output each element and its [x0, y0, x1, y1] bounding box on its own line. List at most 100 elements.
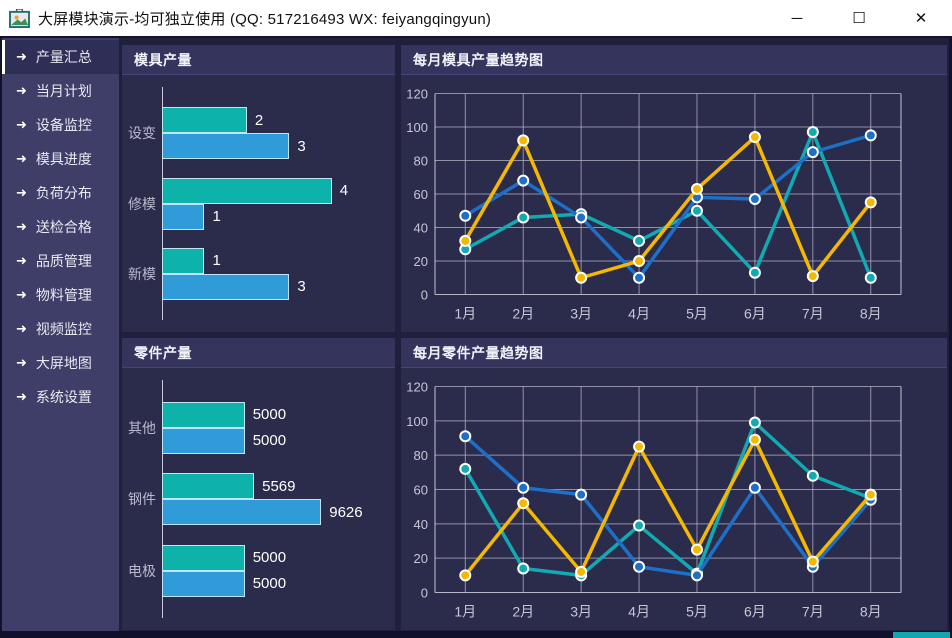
data-point-marker [748, 481, 761, 494]
data-point-marker [575, 211, 588, 224]
category-label: 其他 [128, 419, 156, 436]
bar-teal [162, 544, 245, 571]
y-tick-label: 40 [414, 221, 428, 236]
bar-teal [162, 401, 245, 428]
x-tick-label: 3月 [570, 306, 592, 322]
mold-bar-chart: 设变 2 3 修模 4 1 新模 1 3 [122, 75, 395, 332]
data-point-marker [690, 204, 703, 217]
y-tick-label: 100 [406, 414, 428, 429]
x-tick-label: 6月 [744, 604, 766, 620]
x-tick-label: 2月 [512, 604, 534, 620]
category-label: 设变 [128, 125, 156, 142]
arrow-icon: ➜ [16, 287, 27, 302]
x-tick-label: 5月 [686, 306, 708, 322]
data-point-marker [748, 416, 761, 429]
data-point-marker [575, 271, 588, 284]
bar-blue [162, 273, 290, 300]
bar-teal [162, 177, 332, 204]
x-tick-label: 7月 [802, 604, 824, 620]
line-chart-canvas: 0 20 40 60 80 100 120 1月 2月 3月 4月 5月 6月 7月 8月 [406, 380, 902, 620]
sidebar-item-6[interactable]: ➜ 送检合格 [2, 210, 119, 244]
sidebar-item-11[interactable]: ➜ 系统设置 [2, 380, 119, 414]
y-tick-label: 40 [414, 517, 428, 532]
data-point-marker [864, 271, 877, 284]
data-point-marker [459, 234, 472, 247]
data-point-marker [633, 560, 646, 573]
sidebar-item-4[interactable]: ➜ 模具进度 [2, 142, 119, 176]
category-label: 修模 [128, 195, 156, 212]
sidebar-item-label: 产量汇总 [35, 49, 92, 65]
panel-mold-trend: 每月模具产量趋势图 0 20 40 60 80 100 120 1月 2月 3月 4月 5月 6月 7月 8… [401, 45, 947, 332]
y-tick-label: 120 [406, 87, 428, 102]
arrow-icon: ➜ [16, 83, 27, 98]
data-point-marker [517, 562, 530, 575]
category-label: 电极 [128, 562, 156, 579]
panel-mold-production: 模具产量 设变 2 3 修模 4 1 新模 1 3 [122, 45, 395, 332]
minimize-button[interactable]: ─ [791, 9, 803, 27]
sidebar-item-3[interactable]: ➜ 设备监控 [2, 108, 119, 142]
bar-value-label: 5000 [252, 575, 287, 592]
bar-teal [162, 107, 247, 134]
sidebar-item-label: 设备监控 [35, 117, 92, 133]
data-point-marker [864, 196, 877, 209]
data-point-marker [748, 131, 761, 144]
bar-group: 其他 5000 5000 [122, 401, 387, 454]
sidebar-item-label: 大屏地图 [35, 355, 92, 371]
y-tick-label: 60 [414, 187, 428, 202]
data-point-marker [517, 481, 530, 494]
data-point-marker [806, 469, 819, 482]
y-tick-label: 20 [414, 551, 428, 566]
data-point-marker [864, 488, 877, 501]
data-point-marker [459, 430, 472, 443]
sidebar-item-8[interactable]: ➜ 物料管理 [2, 278, 119, 312]
y-tick-label: 20 [414, 254, 428, 269]
panel-title: 每月零件产量趋势图 [413, 344, 544, 361]
sidebar-item-10[interactable]: ➜ 大屏地图 [2, 346, 119, 380]
y-tick-label: 80 [414, 448, 428, 463]
y-tick-label: 120 [406, 380, 428, 395]
sidebar-item-1[interactable]: ➜ 产量汇总 [2, 40, 119, 74]
part-bar-chart: 其他 5000 5000 钢件 5569 9626 电极 5000 5000 [122, 368, 395, 630]
bar-blue [162, 427, 245, 454]
panel-part-production: 零件产量 其他 5000 5000 钢件 5569 9626 电极 5000 5000 [122, 338, 395, 630]
panel-title: 每月模具产量趋势图 [413, 51, 544, 68]
sidebar-item-label: 当月计划 [35, 83, 92, 99]
bar-teal [162, 247, 205, 274]
data-point-marker [748, 433, 761, 446]
close-button[interactable]: ✕ [914, 10, 928, 27]
bar-group: 修模 4 1 [122, 177, 387, 230]
sidebar-item-7[interactable]: ➜ 品质管理 [2, 244, 119, 278]
panel-header: 零件产量 [122, 338, 395, 368]
bar-value-label: 5569 [262, 477, 296, 495]
x-tick-label: 8月 [860, 306, 882, 322]
bar-value-label: 1 [212, 208, 221, 225]
y-tick-label: 0 [421, 288, 428, 303]
sidebar-item-label: 送检合格 [35, 219, 92, 235]
sidebar-item-5[interactable]: ➜ 负荷分布 [2, 176, 119, 210]
cutoff-panel-sliver [893, 632, 950, 638]
series-line-blue [463, 133, 873, 280]
panel-header: 每月零件产量趋势图 [401, 338, 947, 368]
data-point-marker [690, 569, 703, 582]
x-tick-label: 3月 [570, 604, 592, 620]
sidebar-item-2[interactable]: ➜ 当月计划 [2, 74, 119, 108]
bar-group: 新模 1 3 [122, 247, 387, 300]
app-body: ➜ 产量汇总 ➜ 当月计划 ➜ 设备监控 ➜ 模具进度 ➜ 负荷分布 ➜ 送检合格 ➜ 品质管理 ➜ 物料管理… [0, 36, 952, 638]
x-tick-label: 1月 [454, 306, 476, 322]
data-point-marker [806, 126, 819, 139]
x-tick-label: 7月 [802, 306, 824, 322]
maximize-button[interactable]: ☐ [852, 10, 866, 27]
x-tick-label: 8月 [860, 604, 882, 620]
panel-title: 模具产量 [134, 51, 192, 68]
data-point-marker [864, 129, 877, 142]
x-tick-label: 4月 [628, 604, 650, 620]
x-tick-label: 5月 [686, 604, 708, 620]
data-point-marker [517, 211, 530, 224]
bar-value-label: 2 [254, 111, 264, 129]
bar-value-label: 5000 [252, 406, 287, 423]
bar-group: 电极 5000 5000 [122, 544, 387, 597]
sidebar-item-9[interactable]: ➜ 视频监控 [2, 312, 119, 346]
bar-group: 钢件 5569 9626 [122, 473, 387, 525]
series-line-teal [463, 420, 873, 578]
